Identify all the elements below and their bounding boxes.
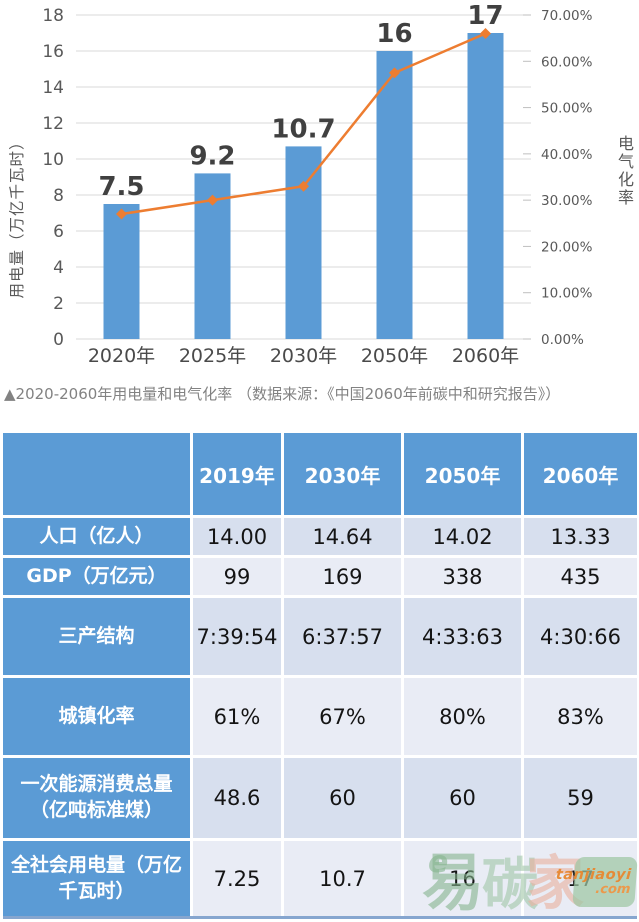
x-axis-tick-label: 2025年 xyxy=(179,345,246,367)
table-cell: 60 xyxy=(404,758,521,838)
row-label-industry-structure: 三产结构 xyxy=(3,598,190,675)
table-cell: 4:33:63 xyxy=(404,598,521,675)
table-cell: 7:39:54 xyxy=(193,598,281,675)
x-axis-tick-label: 2020年 xyxy=(88,345,155,367)
chart-caption: ▲2020-2060年用电量和电气化率 （数据来源：《中国2060年前碳中和研究… xyxy=(4,385,561,403)
table-cell: 48.6 xyxy=(193,758,281,838)
line-marker xyxy=(207,194,218,206)
x-axis-tick-label: 2060年 xyxy=(452,345,519,367)
table-cell: 60 xyxy=(284,758,401,838)
table-header-2050: 2050年 xyxy=(404,433,521,515)
left-axis-tick-label: 0 xyxy=(53,330,64,350)
chart-canvas: 0 2 4 6 8 10 12 14 16 18 0.00% 10.00% 20.00% 30.00% 40… xyxy=(42,1,593,367)
right-axis-tick-label: 60.00% xyxy=(541,54,593,70)
left-axis-title: 用电量（万亿千瓦时） xyxy=(8,133,26,299)
bar-data-label: 16 xyxy=(376,19,412,49)
right-axis-tick-label: 70.00% xyxy=(541,8,593,24)
row-label-population: 人口（亿人） xyxy=(3,518,190,555)
left-axis-tick-label: 18 xyxy=(42,6,64,26)
table-cell: 10.7 xyxy=(284,841,401,916)
left-axis-tick-label: 12 xyxy=(42,114,64,134)
right-axis-tick-label: 40.00% xyxy=(541,147,593,163)
row-label-urbanization: 城镇化率 xyxy=(3,678,190,755)
table-cell: 435 xyxy=(524,558,637,595)
right-axis-tick-label: 30.00% xyxy=(541,193,593,209)
table-cell: 83% xyxy=(524,678,637,755)
table-cell: 14.64 xyxy=(284,518,401,555)
table-header-2019: 2019年 xyxy=(193,433,281,515)
data-table: 2019年 2030年 2050年 2060年 人口（亿人） 14.00 14.… xyxy=(3,433,637,919)
combo-chart: 0 2 4 6 8 10 12 14 16 18 0.00% 10.00% 20.00% 30.00% 40… xyxy=(0,0,639,372)
table-cell: 6:37:57 xyxy=(284,598,401,675)
table-cell: 59 xyxy=(524,758,637,838)
line-marker xyxy=(480,28,491,40)
table-cell: 169 xyxy=(284,558,401,595)
bar-data-label: 9.2 xyxy=(189,141,235,171)
left-axis-tick-label: 6 xyxy=(53,222,64,242)
bar-data-label: 17 xyxy=(467,1,503,31)
bar xyxy=(467,33,504,339)
table-cell: 61% xyxy=(193,678,281,755)
table-cell: 13.33 xyxy=(524,518,637,555)
row-label-primary-energy: 一次能源消费总量（亿吨标准煤） xyxy=(3,758,190,838)
table-cell: 80% xyxy=(404,678,521,755)
x-axis-tick-label: 2050年 xyxy=(361,345,428,367)
line-marker xyxy=(298,180,309,192)
bar xyxy=(103,204,140,339)
left-axis-tick-label: 2 xyxy=(53,294,64,314)
table-cell: 338 xyxy=(404,558,521,595)
table-cell: 99 xyxy=(193,558,281,595)
table-header-2060: 2060年 xyxy=(524,433,637,515)
left-axis-tick-label: 16 xyxy=(42,42,64,62)
bar xyxy=(376,51,413,339)
bar xyxy=(285,146,322,339)
right-axis-title: 电气化率 xyxy=(615,135,634,207)
table-cell: 17 xyxy=(524,841,637,916)
right-axis-tick-label: 0.00% xyxy=(541,332,584,348)
table-header-2030: 2030年 xyxy=(284,433,401,515)
table-cell: 4:30:66 xyxy=(524,598,637,675)
table-cell: 7.25 xyxy=(193,841,281,916)
left-axis-tick-label: 8 xyxy=(53,186,64,206)
row-label-total-electricity: 全社会用电量（万亿千瓦时） xyxy=(3,841,190,916)
table-cell: 14.02 xyxy=(404,518,521,555)
table-cell: 67% xyxy=(284,678,401,755)
table-cell: 16 xyxy=(404,841,521,916)
left-axis-tick-label: 10 xyxy=(42,150,64,170)
left-axis-tick-label: 14 xyxy=(42,78,64,98)
right-axis-tick-label: 20.00% xyxy=(541,239,593,255)
table-corner-cell xyxy=(3,433,190,515)
table-cell: 14.00 xyxy=(193,518,281,555)
line-marker xyxy=(389,67,400,79)
line-marker xyxy=(116,208,127,220)
bar-data-label: 7.5 xyxy=(98,172,144,202)
row-label-gdp: GDP（万亿元） xyxy=(3,558,190,595)
right-axis-tick-label: 50.00% xyxy=(541,101,593,117)
right-axis-tick-label: 10.00% xyxy=(541,286,593,302)
left-axis-tick-label: 4 xyxy=(53,258,64,278)
bar-data-label: 10.7 xyxy=(271,114,335,144)
x-axis-tick-label: 2030年 xyxy=(270,345,337,367)
